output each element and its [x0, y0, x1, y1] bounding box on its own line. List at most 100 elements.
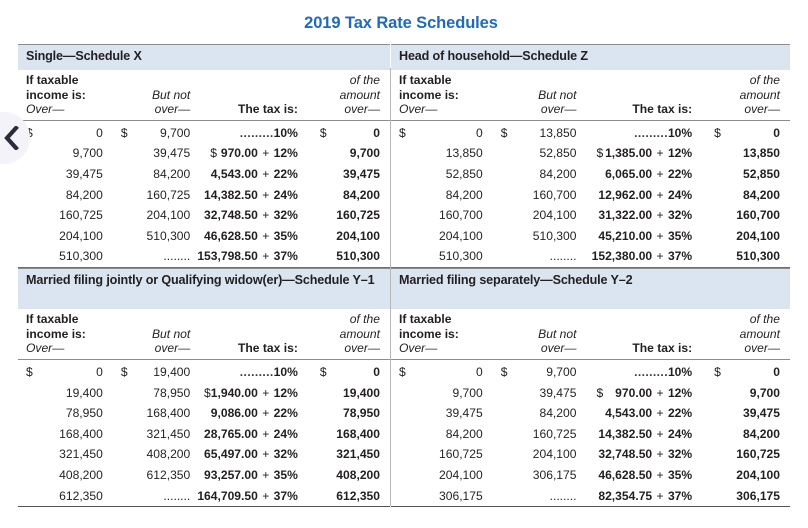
- cell-tax: 152,380.00 + 37%: [586, 246, 707, 268]
- cell-but-not-over: 321,450: [113, 423, 200, 444]
- schedule-married-filing-separately: Married filing separately—Schedule Y–2 I…: [391, 267, 790, 507]
- cell-value: 970.00 + 12%: [615, 385, 693, 400]
- cell-over: 510,300: [391, 246, 493, 268]
- cell-amount-over: 39,475: [312, 164, 390, 185]
- cell-value: 19,400: [153, 364, 191, 379]
- currency-symbol: $: [596, 385, 604, 400]
- cell-over: 204,100: [391, 465, 493, 486]
- cell-value: 19,400: [65, 385, 103, 400]
- cell-value: .........10%: [239, 364, 298, 379]
- col-header-over: If taxable income is: Over—: [18, 69, 113, 121]
- cell-value: 9,700: [349, 146, 380, 161]
- cell-value: 168,400: [59, 426, 103, 441]
- cell-value: 52,850: [539, 146, 577, 161]
- cell-over: 160,725: [18, 205, 113, 226]
- cell-over: 13,850: [391, 143, 493, 164]
- cell-value: .........10%: [239, 125, 298, 140]
- cell-tax: 32,748.50 + 32%: [200, 205, 312, 226]
- cell-value: 204,100: [336, 228, 380, 243]
- cell-tax: $1,385.00 + 12%: [586, 143, 706, 164]
- cell-value: 84,200: [445, 187, 483, 202]
- cell-over: 84,200: [391, 423, 493, 444]
- currency-symbol: $: [399, 364, 406, 379]
- cell-amount-over: 160,700: [706, 205, 790, 226]
- table-row: $0$9,700.........10%$0: [18, 120, 390, 143]
- cell-amount-over: $0: [312, 120, 390, 143]
- cell-over: 160,725: [391, 444, 493, 465]
- schedule-heading: Married filing separately—Schedule Y–2: [391, 268, 790, 309]
- table-row: 9,700 39,475 $970.00 + 12% 9,700: [18, 143, 390, 164]
- cell-value: 321,450: [146, 426, 191, 441]
- cell-amount-over: 84,200: [706, 423, 790, 444]
- cell-value: 1,385.00 + 12%: [605, 146, 693, 161]
- cell-tax: 45,210.00 + 35%: [586, 225, 706, 246]
- cell-but-not-over: 84,200: [493, 164, 587, 185]
- cell-tax: 4,543.00 + 22%: [586, 403, 706, 424]
- rate-table: If taxable income is: Over— x But not ov…: [391, 69, 790, 268]
- cell-value: 164,709.50 + 37%: [197, 488, 298, 503]
- cell-amount-over: 13,850: [706, 143, 790, 164]
- cell-value: 39,475: [743, 406, 780, 421]
- table-row: 78,950 168,400 9,086.00 + 22% 78,950: [18, 403, 390, 424]
- cell-but-not-over: 204,100: [493, 444, 587, 465]
- table-row: 19,400 78,950 $1,940.00 + 12% 19,400: [18, 382, 390, 403]
- cell-value: 19,400: [343, 385, 380, 400]
- cell-tax: .........10%: [586, 359, 706, 382]
- cell-amount-over: 9,700: [706, 382, 790, 403]
- cell-but-not-over: $9,700: [113, 120, 200, 143]
- currency-symbol: $: [714, 364, 721, 379]
- cell-tax: 28,765.00 + 24%: [200, 423, 312, 444]
- table-row: 510,300........ 152,380.00 + 37% 510,300: [391, 246, 790, 268]
- cell-amount-over: 39,475: [706, 403, 790, 424]
- cell-value: 510,300: [736, 249, 780, 264]
- cell-but-not-over: 204,100: [113, 205, 200, 226]
- cell-value: 408,200: [146, 447, 191, 462]
- cell-tax: 12,962.00 + 24%: [586, 184, 706, 205]
- cell-amount-over: 78,950: [312, 403, 390, 424]
- col-header-but-not-over: x But not over—: [492, 69, 587, 121]
- rate-rows-head-of-household: $0 $13,850 .........10% $0 13,850 52,850 $1,38…: [391, 120, 790, 268]
- col-header-over: If taxable income is: Over—: [391, 69, 493, 121]
- cell-value: 84,200: [343, 187, 380, 202]
- cell-over: $0: [391, 359, 493, 382]
- cell-value: 321,450: [336, 447, 380, 462]
- col-header-tax-is: xx The tax is:: [200, 308, 312, 360]
- table-row: 39,475 84,200 4,543.00 + 22% 39,475: [18, 164, 390, 185]
- currency-symbol: $: [204, 385, 211, 400]
- rate-table: If taxable income is: Over— x But not ov…: [391, 308, 790, 507]
- cell-tax: $970.00 + 12%: [200, 143, 312, 164]
- top-rule: [18, 44, 390, 45]
- cell-value: 0: [373, 125, 380, 140]
- col-header-over: If taxable income is: Over—: [18, 308, 113, 360]
- cell-over: 19,400: [18, 382, 113, 403]
- col-header-but-not-over: x But not over—: [492, 308, 587, 360]
- cell-but-not-over: 204,100: [493, 205, 587, 226]
- currency-symbol: $: [500, 125, 508, 140]
- cell-value: 82,354.75 + 37%: [598, 488, 693, 503]
- cell-value: 510,300: [439, 249, 483, 264]
- cell-but-not-over: 510,300: [493, 225, 587, 246]
- currency-symbol: $: [120, 364, 128, 379]
- col-header-tax-is: xx The tax is:: [200, 69, 312, 121]
- cell-value: 160,700: [736, 208, 780, 223]
- cell-amount-over: 510,300: [311, 246, 390, 268]
- cell-value: 160,725: [736, 447, 780, 462]
- cell-value: 1,940.00 + 12%: [210, 385, 298, 400]
- cell-but-not-over: ........: [112, 485, 201, 507]
- cell-value: 0: [476, 364, 483, 379]
- currency-symbol: $: [26, 364, 33, 379]
- cell-value: 9,086.00 + 22%: [210, 406, 298, 421]
- cell-value: 408,200: [336, 467, 380, 482]
- cell-but-not-over: 612,350: [113, 465, 200, 486]
- table-row: 84,200 160,700 12,962.00 + 24% 84,200: [391, 184, 790, 205]
- cell-but-not-over: $13,850: [493, 120, 587, 143]
- cell-but-not-over: 408,200: [113, 444, 200, 465]
- cell-amount-over: 84,200: [706, 184, 790, 205]
- cell-amount-over: 9,700: [312, 143, 390, 164]
- cell-value: 204,100: [439, 228, 483, 243]
- table-row: 9,700 39,475 $970.00 + 12% 9,700: [391, 382, 790, 403]
- cell-over: $0: [18, 359, 113, 382]
- cell-tax: 14,382.50 + 24%: [586, 423, 706, 444]
- cell-value: 14,382.50 + 24%: [598, 426, 693, 441]
- cell-but-not-over: 510,300: [113, 225, 200, 246]
